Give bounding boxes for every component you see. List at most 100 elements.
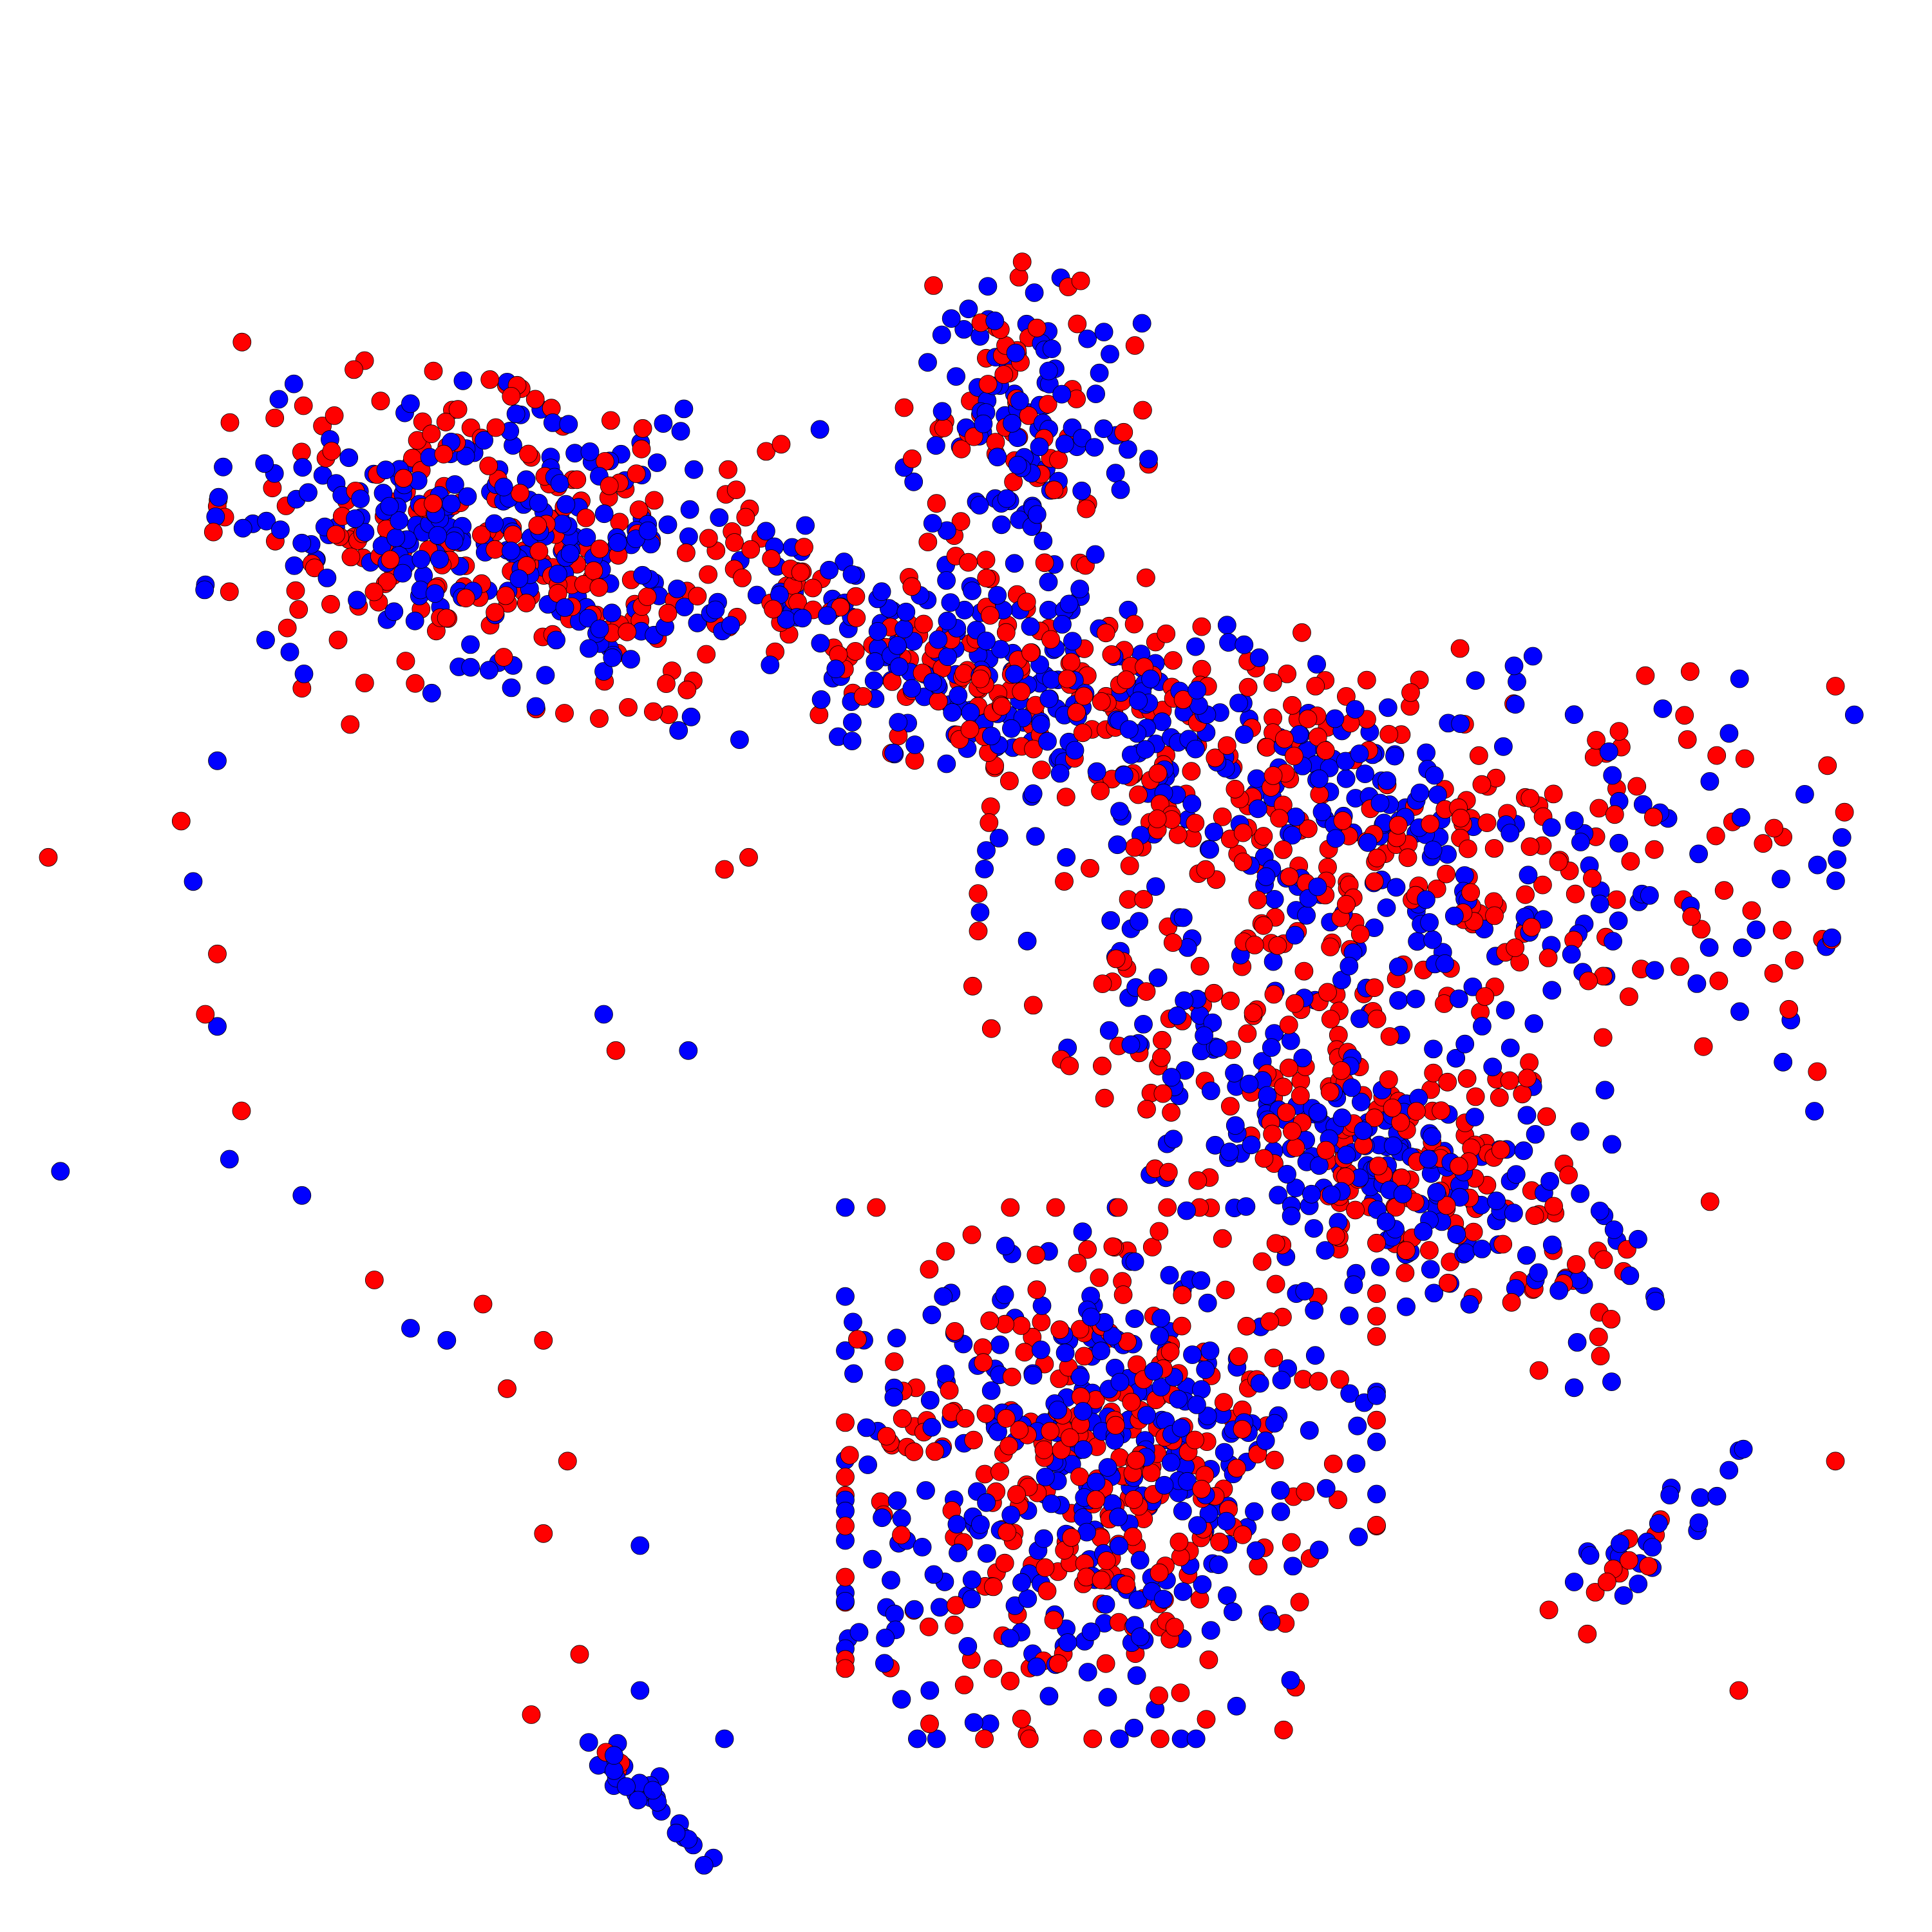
scatter-point-blue [1529, 1263, 1548, 1282]
scatter-point-red [1380, 1027, 1399, 1046]
scatter-point-red [1077, 499, 1096, 518]
scatter-point-red [1213, 808, 1232, 826]
scatter-point-blue [257, 511, 276, 531]
scatter-point-blue [892, 1509, 911, 1528]
scatter-point-red [1096, 623, 1115, 643]
scatter-point-blue [401, 394, 420, 413]
scatter-point-blue [989, 829, 1009, 848]
scatter-point-blue [866, 652, 885, 671]
scatter-point-blue [721, 616, 740, 635]
scatter-point-blue [1278, 1164, 1296, 1184]
scatter-point-red [1579, 971, 1598, 990]
scatter-point-blue [1285, 925, 1305, 945]
scatter-point-red [1582, 869, 1602, 888]
scatter-point-blue [1026, 827, 1045, 846]
scatter-point-blue [1517, 1246, 1536, 1265]
scatter-point-red [1062, 1528, 1081, 1547]
scatter-point-red [764, 600, 782, 619]
scatter-point-blue [579, 1733, 598, 1752]
scatter-point-red [1133, 401, 1152, 420]
scatter-point-blue [1085, 438, 1104, 457]
scatter-point-red [1675, 706, 1694, 725]
scatter-point-blue [1340, 1306, 1359, 1325]
scatter-point-red [1186, 1430, 1204, 1450]
scatter-point-red [1451, 808, 1470, 828]
scatter-point-red [1517, 1068, 1537, 1088]
scatter-point-blue [1236, 1197, 1256, 1216]
scatter-point-red [1406, 1102, 1426, 1121]
scatter-point-red [1017, 592, 1036, 612]
scatter-point-blue [1203, 1013, 1222, 1032]
scatter-point-red [1432, 1101, 1451, 1120]
scatter-point-blue [849, 1623, 869, 1642]
scatter-point-blue [1501, 1038, 1520, 1057]
scatter-point-red [960, 720, 980, 739]
scatter-point-red [1027, 1245, 1046, 1265]
scatter-point-blue [1707, 1486, 1727, 1506]
scatter-point-red [1032, 761, 1051, 779]
scatter-point-red [529, 542, 549, 561]
scatter-point-blue [1336, 769, 1356, 788]
scatter-point-red [1266, 1274, 1285, 1294]
scatter-point-blue [1256, 867, 1276, 886]
scatter-point-blue [1154, 1589, 1173, 1609]
scatter-point-blue [1326, 829, 1345, 848]
scatter-point-blue [954, 319, 974, 339]
scatter-point-red [1081, 858, 1099, 878]
scatter-point-blue [630, 1536, 650, 1555]
scatter-point-red [1245, 936, 1264, 954]
scatter-point-blue [1734, 1439, 1753, 1459]
scatter-point-red [584, 561, 603, 580]
scatter-point-blue [393, 564, 412, 583]
scatter-point-blue [1217, 1511, 1236, 1531]
scatter-point-red [1248, 891, 1267, 909]
scatter-point-blue [594, 662, 613, 681]
scatter-point-red [1578, 1624, 1597, 1643]
scatter-point-blue [509, 569, 529, 588]
scatter-point-blue [51, 1162, 70, 1181]
scatter-point-red [1073, 723, 1092, 743]
scatter-point-blue [895, 620, 913, 639]
scatter-point-blue [1609, 911, 1628, 931]
scatter-point-red [918, 533, 938, 551]
scatter-point-blue [233, 518, 252, 538]
scatter-point-blue [351, 489, 370, 508]
scatter-point-blue [526, 697, 545, 716]
scatter-point-blue [555, 598, 574, 617]
scatter-point-blue [1071, 1367, 1090, 1387]
scatter-point-red [321, 594, 340, 614]
scatter-point-red [1365, 1108, 1384, 1128]
scatter-point-blue [1604, 932, 1623, 951]
scatter-point-blue [1435, 954, 1455, 973]
scatter-point-blue [937, 754, 956, 773]
scatter-point-red [220, 582, 239, 601]
scatter-point-blue [836, 1341, 855, 1360]
scatter-point-red [39, 848, 58, 867]
scatter-point-red [1277, 1103, 1296, 1122]
scatter-point-red [1493, 1235, 1513, 1254]
scatter-point-blue [1056, 1343, 1075, 1363]
scatter-point-red [1291, 1086, 1310, 1105]
scatter-point-red [1158, 1198, 1177, 1217]
scatter-point-red [1826, 677, 1845, 696]
scatter-point-red [867, 1198, 886, 1217]
scatter-point-blue [1130, 1551, 1150, 1570]
scatter-point-red [1645, 840, 1664, 859]
scatter-point-blue [390, 511, 409, 530]
scatter-point-red [1566, 1255, 1586, 1274]
scatter-point-blue [1101, 911, 1121, 930]
scatter-point-blue [811, 634, 830, 653]
scatter-point-red [1264, 1349, 1283, 1368]
scatter-point-red [1318, 983, 1337, 1002]
scatter-point-red [1264, 985, 1283, 1004]
scatter-point-red [1275, 730, 1294, 748]
scatter-point-blue [688, 613, 707, 632]
scatter-point-red [1092, 1570, 1111, 1589]
scatter-point-red [1520, 837, 1540, 857]
scatter-point-blue [1300, 1421, 1319, 1440]
scatter-point-blue [992, 515, 1011, 535]
scatter-point-blue [1732, 938, 1752, 958]
scatter-point-blue [1038, 732, 1057, 751]
scatter-point-red [1367, 1327, 1386, 1346]
scatter-point-red [473, 1294, 493, 1314]
